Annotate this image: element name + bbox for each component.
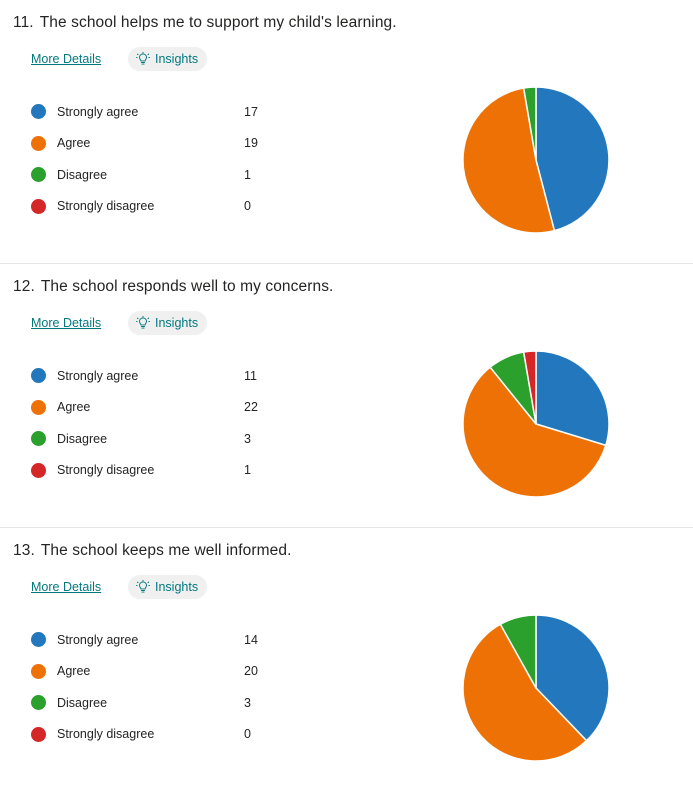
pie-slice-strongly-agree[interactable] bbox=[535, 86, 610, 232]
insights-button[interactable]: Insights bbox=[128, 47, 208, 71]
legend-count: 11 bbox=[244, 368, 257, 383]
question-text: The school helps me to support my child'… bbox=[39, 14, 397, 31]
legend-color-dot bbox=[31, 368, 46, 384]
chart-legend: Strongly agree 14 Agree 20 Disagree 3 St… bbox=[31, 624, 331, 750]
legend-label: Strongly disagree bbox=[57, 463, 155, 478]
legend-label: Strongly disagree bbox=[57, 199, 155, 214]
legend-item: Disagree 3 bbox=[31, 687, 331, 719]
legend-item: Agree 19 bbox=[31, 128, 331, 160]
insights-label: Insights bbox=[155, 580, 199, 594]
legend-color-dot bbox=[31, 431, 46, 447]
legend-item: Strongly agree 11 bbox=[31, 360, 331, 392]
question-title: 13. The school keeps me well informed. bbox=[13, 542, 292, 560]
pie-chart bbox=[462, 614, 610, 762]
legend-label: Agree bbox=[57, 664, 91, 679]
legend-color-dot bbox=[31, 167, 46, 183]
legend-color-dot bbox=[31, 135, 46, 151]
legend-item: Strongly agree 14 bbox=[31, 624, 331, 656]
legend-count: 0 bbox=[244, 199, 251, 214]
more-details-link[interactable]: More Details bbox=[31, 52, 102, 66]
legend-label: Strongly agree bbox=[57, 368, 139, 383]
insights-button[interactable]: Insights bbox=[128, 575, 208, 599]
legend-item: Strongly disagree 0 bbox=[31, 191, 331, 223]
pie-chart bbox=[462, 86, 610, 234]
legend-count: 1 bbox=[244, 463, 251, 478]
legend-item: Disagree 3 bbox=[31, 423, 331, 455]
legend-label: Strongly agree bbox=[57, 104, 139, 119]
legend-item: Strongly disagree 0 bbox=[31, 719, 331, 751]
pie-slice-agree[interactable] bbox=[462, 87, 556, 234]
pie-slice-disagree[interactable] bbox=[499, 614, 537, 689]
legend-label: Strongly agree bbox=[57, 632, 139, 647]
legend-label: Disagree bbox=[57, 431, 108, 446]
legend-item: Strongly disagree 1 bbox=[31, 455, 331, 487]
legend-color-dot bbox=[31, 663, 46, 679]
legend-count: 17 bbox=[244, 104, 258, 119]
pie-slice-agree[interactable] bbox=[462, 366, 607, 498]
lightbulb-icon bbox=[136, 580, 150, 593]
legend-label: Agree bbox=[57, 400, 91, 415]
pie-slice-agree[interactable] bbox=[462, 623, 588, 762]
legend-label: Disagree bbox=[57, 695, 108, 710]
legend-count: 14 bbox=[244, 632, 258, 647]
question-title: 12. The school responds well to my concer… bbox=[13, 278, 333, 296]
question-section: 11. The school helps me to support my chi… bbox=[0, 0, 693, 264]
question-text: The school keeps me well informed. bbox=[40, 542, 292, 559]
legend-item: Agree 20 bbox=[31, 656, 331, 688]
legend-count: 0 bbox=[244, 727, 251, 742]
question-text: The school responds well to my concerns. bbox=[40, 278, 334, 295]
pie-slice-strongly-agree[interactable] bbox=[535, 614, 610, 742]
legend-count: 22 bbox=[244, 400, 258, 415]
legend-label: Strongly disagree bbox=[57, 727, 155, 742]
question-title: 11. The school helps me to support my chi… bbox=[13, 14, 397, 32]
legend-label: Agree bbox=[57, 136, 91, 151]
legend-color-dot bbox=[31, 726, 46, 742]
legend-count: 3 bbox=[244, 431, 251, 446]
legend-color-dot bbox=[31, 632, 46, 648]
insights-label: Insights bbox=[155, 52, 199, 66]
legend-color-dot bbox=[31, 695, 46, 711]
lightbulb-icon bbox=[136, 316, 150, 329]
question-number: 11. bbox=[13, 14, 34, 31]
legend-color-dot bbox=[31, 399, 46, 415]
legend-color-dot bbox=[31, 462, 46, 478]
more-details-link[interactable]: More Details bbox=[31, 316, 102, 330]
question-section: 12. The school responds well to my concer… bbox=[0, 264, 693, 528]
legend-count: 20 bbox=[244, 664, 258, 679]
legend-color-dot bbox=[31, 198, 46, 214]
lightbulb-icon bbox=[136, 52, 150, 65]
legend-item: Disagree 1 bbox=[31, 159, 331, 191]
legend-item: Agree 22 bbox=[31, 392, 331, 424]
legend-item: Strongly agree 17 bbox=[31, 96, 331, 128]
legend-count: 1 bbox=[244, 167, 251, 182]
legend-label: Disagree bbox=[57, 167, 108, 182]
pie-chart bbox=[462, 350, 610, 498]
pie-slice-strongly-agree[interactable] bbox=[535, 350, 610, 447]
pie-slice-disagree[interactable] bbox=[522, 86, 537, 161]
legend-count: 19 bbox=[244, 136, 258, 151]
question-number: 13. bbox=[13, 542, 35, 559]
question-section: 13. The school keeps me well informed. Mo… bbox=[0, 528, 693, 785]
chart-legend: Strongly agree 11 Agree 22 Disagree 3 St… bbox=[31, 360, 331, 486]
more-details-link[interactable]: More Details bbox=[31, 580, 102, 594]
question-number: 12. bbox=[13, 278, 35, 295]
pie-slice-strongly-disagree[interactable] bbox=[522, 350, 537, 425]
insights-label: Insights bbox=[155, 316, 199, 330]
legend-count: 3 bbox=[244, 695, 251, 710]
chart-legend: Strongly agree 17 Agree 19 Disagree 1 St… bbox=[31, 96, 331, 222]
legend-color-dot bbox=[31, 104, 46, 120]
insights-button[interactable]: Insights bbox=[128, 311, 208, 335]
